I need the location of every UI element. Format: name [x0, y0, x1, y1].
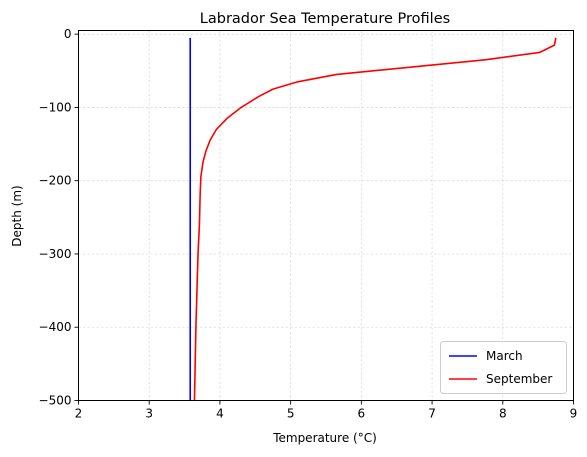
x-tick-label: 9 [570, 407, 578, 421]
y-tick-label: −100 [39, 100, 72, 114]
legend-march-label: March [486, 349, 523, 363]
x-tick-label: 5 [287, 407, 295, 421]
x-tick-label: 4 [216, 407, 224, 421]
axis-ticks: 2 3 4 5 6 7 8 9 0 −100 −200 −300 −400 −500 [39, 27, 578, 420]
y-tick-label: −500 [39, 394, 72, 408]
y-tick-label: −300 [39, 247, 72, 261]
series-lines [189, 37, 557, 401]
legend: March September [440, 341, 567, 394]
chart-title: Labrador Sea Temperature Profiles [200, 11, 450, 27]
legend-september-label: September [486, 372, 552, 386]
y-tick-label: −200 [39, 174, 72, 188]
legend-box [440, 341, 567, 394]
y-tick-label: −400 [39, 320, 72, 334]
x-tick-label: 2 [75, 407, 83, 421]
x-tick-label: 6 [358, 407, 366, 421]
series-september-line [193, 37, 557, 401]
x-tick-label: 3 [145, 407, 153, 421]
y-axis-label: Depth (m) [10, 185, 24, 246]
y-tick-label: 0 [64, 27, 72, 41]
x-axis-label: Temperature (°C) [272, 431, 377, 445]
x-tick-label: 7 [428, 407, 436, 421]
plot-frame [78, 30, 574, 401]
x-tick-label: 8 [499, 407, 507, 421]
